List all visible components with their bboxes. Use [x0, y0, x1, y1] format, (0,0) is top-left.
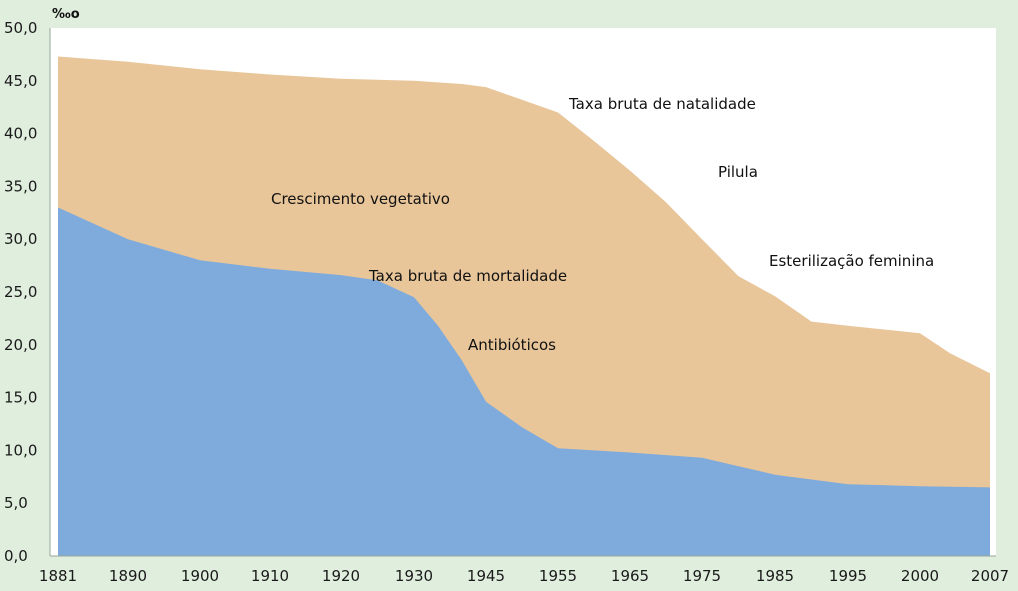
y-tick-label: 30,0: [4, 230, 37, 248]
y-unit-label: ‰o: [52, 7, 80, 22]
y-tick-label: 20,0: [4, 336, 37, 354]
annotation-antibioticos: Antibióticos: [468, 336, 556, 354]
y-tick-label: 10,0: [4, 441, 37, 459]
annotation-layer: Taxa bruta de natalidade Pilula Crescime…: [271, 95, 934, 354]
annotation-crescimento-vegetativo: Crescimento vegetativo: [271, 190, 450, 208]
x-tick-label: 1985: [756, 567, 794, 585]
y-tick-label: 45,0: [4, 72, 37, 90]
y-tick-label: 35,0: [4, 177, 37, 195]
x-tick-label: 1965: [611, 567, 649, 585]
x-tick-label: 1945: [467, 567, 505, 585]
axis-layer: [49, 28, 996, 557]
annotation-esterilizacao: Esterilização feminina: [769, 252, 934, 270]
x-tick-label: 1930: [395, 567, 433, 585]
x-tick-label: 1900: [181, 567, 219, 585]
y-tick-labels: 0,0 5,0 10,0 15,0 20,0 25,0 30,0 35,0 40,0 45,0 50…: [4, 19, 37, 565]
y-tick-label: 25,0: [4, 283, 37, 301]
y-tick-label: 40,0: [4, 125, 37, 143]
x-tick-labels: 1881 1890 1900 1910 1920 1930 1945 1955 1965 1975…: [39, 567, 1009, 585]
series-layer: [58, 56, 990, 556]
x-tick-label: 1995: [829, 567, 867, 585]
y-tick-label: 15,0: [4, 389, 37, 407]
y-tick-label: 50,0: [4, 19, 37, 37]
x-tick-label: 1975: [683, 567, 721, 585]
y-tick-label: 5,0: [4, 494, 28, 512]
annotation-natalidade: Taxa bruta de natalidade: [568, 95, 756, 113]
y-tick-label: 0,0: [4, 547, 28, 565]
annotation-pilula: Pilula: [718, 163, 758, 181]
series-area-mortalidade: [58, 207, 990, 556]
x-tick-label: 1920: [322, 567, 360, 585]
x-tick-label: 2000: [901, 567, 939, 585]
x-tick-label: 2007: [971, 567, 1009, 585]
x-tick-label: 1910: [251, 567, 289, 585]
x-tick-label: 1890: [109, 567, 147, 585]
x-tick-label: 1955: [539, 567, 577, 585]
x-tick-label: 1881: [39, 567, 77, 585]
annotation-mortalidade: Taxa bruta de mortalidade: [368, 267, 567, 285]
